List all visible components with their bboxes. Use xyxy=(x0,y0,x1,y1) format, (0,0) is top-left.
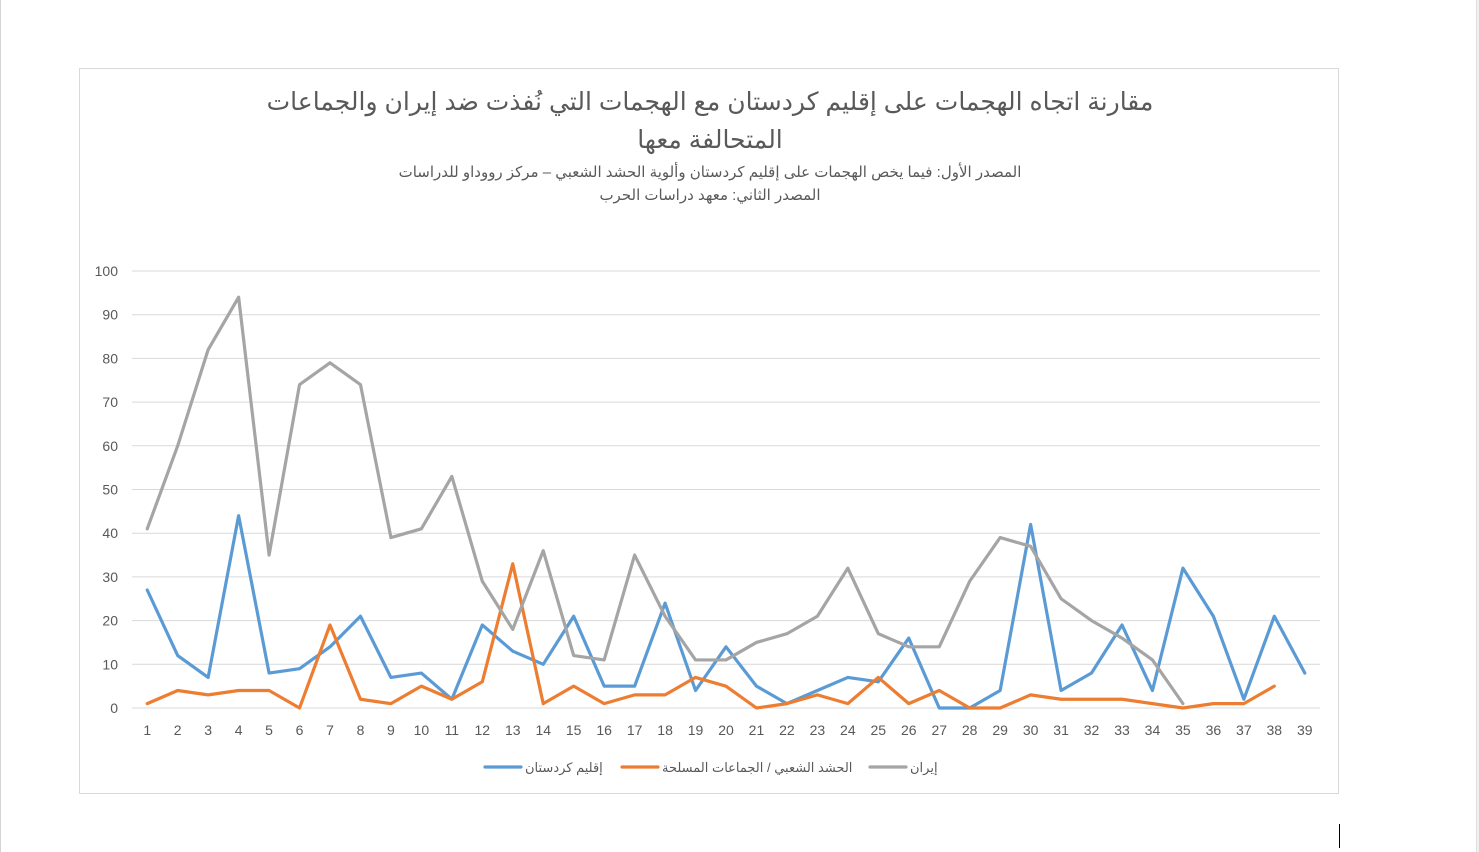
x-tick-label-34: 34 xyxy=(1145,722,1161,738)
x-tick-label-24: 24 xyxy=(840,722,856,738)
x-tick-label-21: 21 xyxy=(749,722,765,738)
x-tick-label-18: 18 xyxy=(657,722,673,738)
y-tick-label-40: 40 xyxy=(102,525,118,541)
x-tick-label-9: 9 xyxy=(387,722,395,738)
y-tick-label-10: 10 xyxy=(102,656,118,672)
y-tick-label-60: 60 xyxy=(102,438,118,454)
x-tick-label-2: 2 xyxy=(174,722,182,738)
x-tick-label-15: 15 xyxy=(566,722,582,738)
x-tick-label-27: 27 xyxy=(931,722,947,738)
x-tick-label-4: 4 xyxy=(235,722,243,738)
legend-label-1: إقليم كردستان xyxy=(525,760,603,776)
chart-subtitle-line-2: المصدر الثاني: معهد دراسات الحرب xyxy=(599,187,821,204)
chart-subtitle: المصدر الأول: فيما يخص الهجمات على إقليم… xyxy=(80,161,1340,207)
y-tick-label-90: 90 xyxy=(102,307,118,323)
x-tick-label-10: 10 xyxy=(414,722,430,738)
x-tick-label-12: 12 xyxy=(475,722,491,738)
chart-frame[interactable]: مقارنة اتجاه الهجمات على إقليم كردستان م… xyxy=(79,68,1339,794)
x-tick-label-14: 14 xyxy=(535,722,551,738)
legend-label-3: إيران xyxy=(910,760,938,776)
chart-subtitle-line-1: المصدر الأول: فيما يخص الهجمات على إقليم… xyxy=(398,164,1022,181)
x-tick-label-39: 39 xyxy=(1297,722,1313,738)
x-tick-label-25: 25 xyxy=(871,722,887,738)
x-tick-label-32: 32 xyxy=(1084,722,1100,738)
x-tick-label-13: 13 xyxy=(505,722,521,738)
text-cursor xyxy=(1339,824,1340,848)
page-right-edge xyxy=(1476,0,1479,852)
legend-label-2: الحشد الشعبي / الجماعات المسلحة xyxy=(662,760,852,775)
x-tick-label-22: 22 xyxy=(779,722,795,738)
x-tick-label-8: 8 xyxy=(357,722,365,738)
x-tick-label-36: 36 xyxy=(1206,722,1222,738)
y-tick-label-50: 50 xyxy=(102,482,118,498)
x-tick-label-5: 5 xyxy=(265,722,273,738)
chart-title: مقارنة اتجاه الهجمات على إقليم كردستان م… xyxy=(80,83,1340,159)
x-tick-label-35: 35 xyxy=(1175,722,1191,738)
series-line-1 xyxy=(145,514,1307,710)
x-tick-label-28: 28 xyxy=(962,722,978,738)
x-tick-label-11: 11 xyxy=(445,722,460,738)
y-tick-label-80: 80 xyxy=(102,350,118,366)
x-tick-label-37: 37 xyxy=(1236,722,1252,738)
x-tick-label-38: 38 xyxy=(1267,722,1283,738)
x-tick-label-31: 31 xyxy=(1053,722,1069,738)
chart-title-line-2: المتحالفة معها xyxy=(637,126,783,154)
x-tick-label-6: 6 xyxy=(296,722,304,738)
x-tick-label-20: 20 xyxy=(718,722,734,738)
chart-title-line-1: مقارنة اتجاه الهجمات على إقليم كردستان م… xyxy=(266,88,1154,116)
page-left-edge xyxy=(0,0,1,852)
x-tick-label-30: 30 xyxy=(1023,722,1039,738)
series-line-2 xyxy=(145,562,1276,710)
y-tick-label-20: 20 xyxy=(102,613,118,629)
y-tick-label-30: 30 xyxy=(102,569,118,585)
x-tick-label-1: 1 xyxy=(143,722,151,738)
x-tick-label-16: 16 xyxy=(596,722,612,738)
x-tick-label-29: 29 xyxy=(992,722,1008,738)
series-line-3 xyxy=(145,295,1185,706)
x-tick-label-19: 19 xyxy=(688,722,704,738)
x-tick-label-7: 7 xyxy=(326,722,334,738)
x-tick-label-26: 26 xyxy=(901,722,917,738)
y-tick-label-100: 100 xyxy=(95,263,119,279)
x-tick-label-17: 17 xyxy=(627,722,643,738)
x-tick-label-23: 23 xyxy=(810,722,826,738)
x-tick-label-33: 33 xyxy=(1114,722,1130,738)
y-tick-label-70: 70 xyxy=(102,394,118,410)
y-tick-label-0: 0 xyxy=(110,700,118,716)
x-tick-label-3: 3 xyxy=(204,722,212,738)
